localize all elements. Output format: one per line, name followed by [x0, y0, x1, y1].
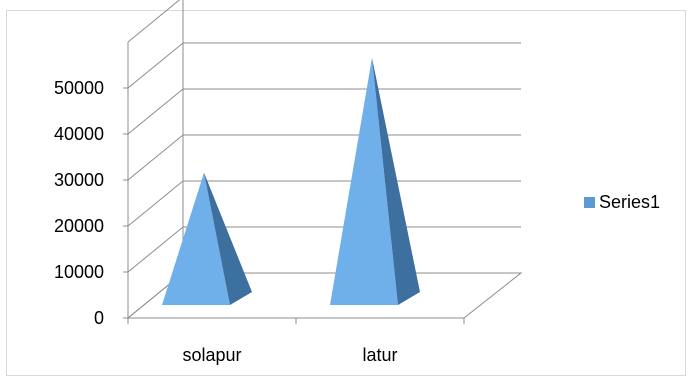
y-tick-label: 20000 — [54, 216, 104, 236]
pyramid-side-face — [372, 57, 420, 305]
y-tick-label: 30000 — [54, 170, 104, 190]
gridline-side — [127, 180, 184, 227]
y-tick-label: 40000 — [54, 124, 104, 144]
legend-label-series1: Series1 — [599, 192, 660, 212]
pyramid-side-face — [204, 172, 252, 305]
gridline-side — [127, 0, 181, 43]
gridline-side — [127, 42, 184, 89]
x-category-label: latur — [362, 345, 397, 365]
pyramid-front-face — [330, 57, 398, 305]
chart-frame — [6, 10, 686, 376]
pyramid-bar-solapur — [162, 172, 252, 305]
pyramid-front-face — [162, 172, 230, 305]
y-axis: 0 10000 20000 30000 40000 50000 — [54, 42, 129, 328]
gridline-side — [127, 88, 184, 135]
pyramid-bar-latur — [330, 57, 420, 305]
y-tick-label: 10000 — [54, 262, 104, 282]
legend: Series1 — [584, 192, 660, 212]
x-category-label: solapur — [182, 345, 241, 365]
legend-swatch-series1 — [584, 197, 595, 208]
gridline-side — [127, 226, 184, 273]
y-tick-label: 50000 — [54, 78, 104, 98]
gridline-side — [127, 134, 184, 181]
x-axis: solapur latur — [127, 317, 465, 365]
y-tick-label: 0 — [94, 308, 104, 328]
series-pyramids — [162, 57, 420, 305]
